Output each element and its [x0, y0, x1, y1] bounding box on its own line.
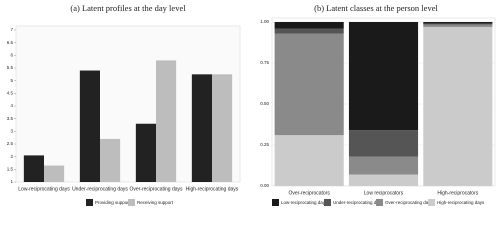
y-tick-label: 6 — [10, 53, 13, 58]
legend-swatch — [128, 199, 135, 206]
y-tick-label: 2.5 — [7, 141, 14, 146]
bar-segment — [274, 28, 344, 34]
legend-label: Low-reciprocating days — [281, 200, 328, 205]
y-tick-label: 4 — [10, 103, 13, 108]
y-tick-label: 1 — [10, 179, 13, 184]
y-tick-label: 0.50 — [260, 101, 269, 106]
bar — [191, 74, 212, 182]
x-tick-label: High-reciprocating days — [186, 186, 239, 192]
y-tick-label: 4.5 — [7, 91, 14, 96]
bar — [212, 74, 233, 182]
bar — [100, 138, 121, 182]
y-tick-label: 7 — [10, 27, 13, 32]
bar-segment — [274, 22, 344, 29]
y-tick-label: 0.75 — [260, 60, 269, 65]
legend-swatch — [428, 199, 435, 206]
y-tick-label: 6.5 — [7, 40, 14, 45]
legend-label: High-reciprocating days — [437, 200, 485, 205]
bar-segment — [274, 135, 344, 186]
bar-segment — [423, 26, 493, 187]
x-tick-label: Under-reciprocating days — [72, 186, 128, 192]
bar-segment — [348, 156, 419, 175]
legend-label: Over-reciprocating days — [385, 200, 434, 205]
legend-label: Receiving support — [137, 200, 174, 205]
x-tick-label: High-reciprocators — [437, 190, 478, 196]
legend-swatch — [86, 199, 93, 206]
y-tick-label: 0.00 — [260, 183, 269, 188]
x-tick-label: Over-reciprocating days — [129, 186, 183, 192]
bar — [156, 60, 177, 182]
bar-segment — [423, 23, 493, 25]
y-tick-label: 5.5 — [7, 65, 14, 70]
x-tick-label: Low-reciprocating days — [18, 186, 70, 192]
legend-label: Providing support — [95, 200, 131, 205]
bar-segment — [423, 24, 493, 27]
bar — [44, 165, 65, 182]
legend-swatch — [272, 199, 279, 206]
y-tick-label: 3 — [10, 129, 13, 134]
x-tick-label: Low reciprocators — [364, 190, 404, 196]
x-tick-label: Over-reciprocators — [288, 190, 330, 196]
y-tick-label: 5 — [10, 78, 13, 83]
bar — [135, 123, 156, 182]
chart-title: (a) Latent profiles at the day level — [70, 3, 186, 13]
legend-label: Under-reciprocating days — [333, 200, 384, 205]
bar-segment — [274, 33, 344, 136]
legend-swatch — [324, 199, 331, 206]
y-tick-label: 1.00 — [260, 19, 269, 24]
y-tick-label: 0.25 — [260, 142, 269, 147]
figure: (a) Latent profiles at the day level 1 1.5… — [6, 2, 496, 206]
bar-segment — [348, 130, 419, 157]
bar-segment — [423, 22, 493, 24]
y-tick-label: 1.5 — [7, 167, 14, 172]
bar-segment — [348, 174, 419, 186]
legend-swatch — [376, 199, 383, 206]
y-tick-label: 3.5 — [7, 116, 14, 121]
bar — [79, 70, 100, 182]
chart-title: (b) Latent classes at the person level — [314, 3, 438, 13]
bar — [23, 155, 44, 182]
bar-segment — [348, 22, 419, 131]
y-tick-label: 2 — [10, 154, 13, 159]
